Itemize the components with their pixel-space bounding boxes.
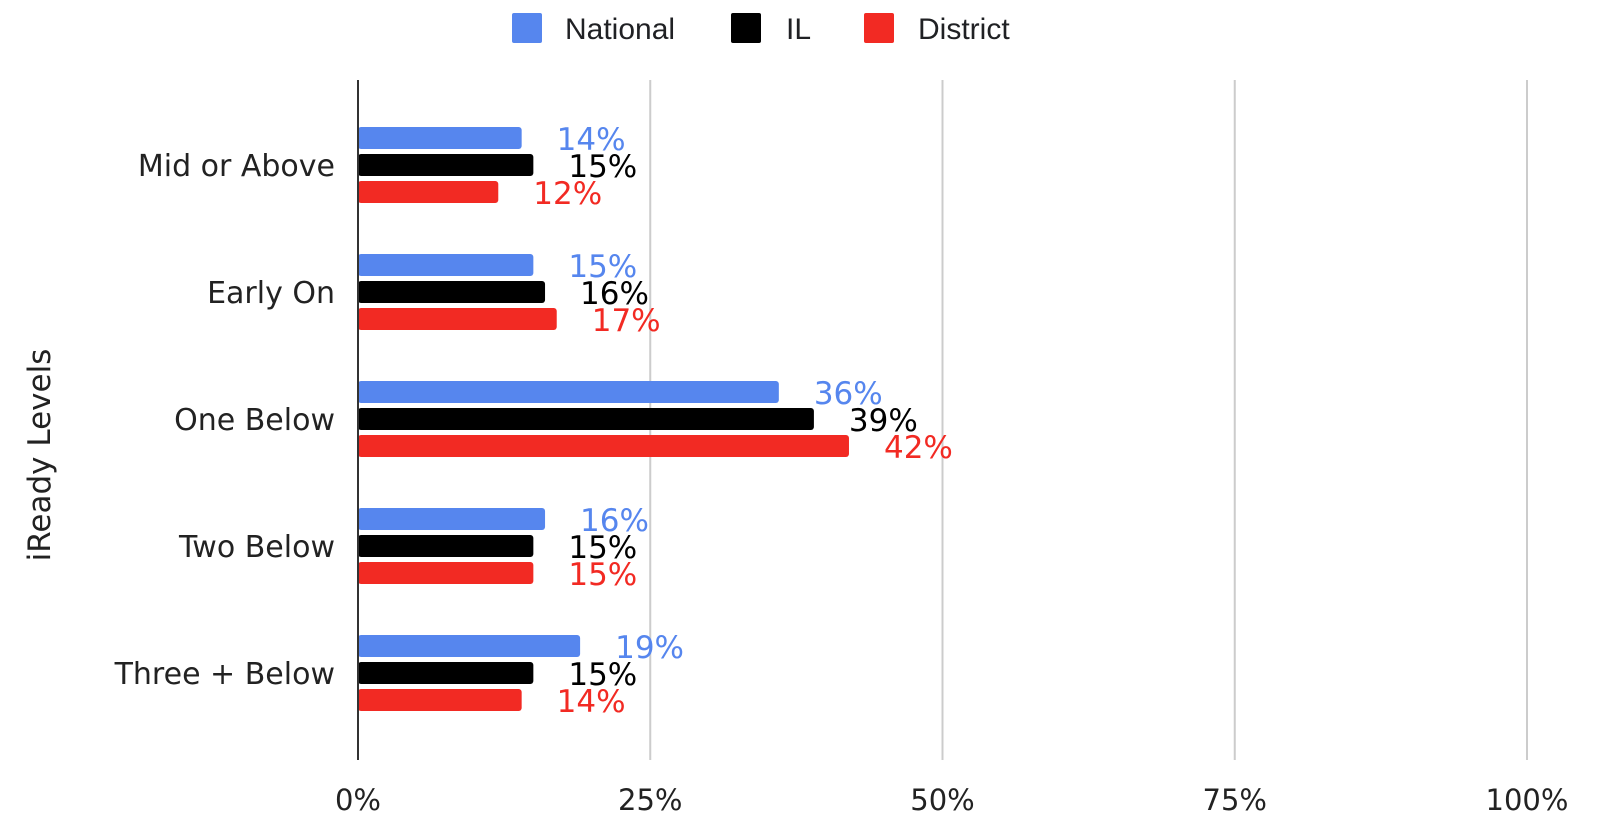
x-tick-label: 50% [910, 783, 974, 817]
legend: National IL District [512, 13, 1010, 46]
bar [358, 635, 581, 657]
data-label: 12% [533, 176, 602, 212]
data-labels: 14%15%36%16%19%15%16%39%15%15%12%17%42%1… [533, 122, 953, 720]
bar [358, 535, 534, 557]
legend-swatch [731, 13, 761, 43]
data-label: 36% [814, 376, 883, 412]
x-tick-label: 100% [1486, 783, 1569, 817]
bar [358, 689, 522, 711]
legend-label: National [565, 13, 675, 46]
data-label: 15% [568, 249, 637, 285]
x-tick-labels: 0% 25% 50% 75% 100% [335, 783, 1568, 817]
data-label: 14% [557, 122, 626, 158]
bars [358, 127, 849, 711]
category-label: Two Below [178, 530, 335, 565]
bar [358, 408, 814, 430]
x-tick-label: 0% [335, 783, 381, 817]
category-label: Mid or Above [138, 149, 335, 184]
bar [358, 308, 557, 330]
data-label: 14% [557, 684, 626, 720]
data-label: 39% [849, 403, 918, 439]
bar [358, 181, 499, 203]
category-label: Early On [207, 276, 335, 311]
legend-label: IL [786, 13, 811, 46]
legend-label: District [918, 13, 1010, 46]
legend-swatch [864, 13, 894, 43]
x-tick-label: 25% [618, 783, 682, 817]
category-label: Three + Below [114, 657, 335, 692]
y-axis-title: iReady Levels [22, 349, 58, 562]
category-label: One Below [174, 403, 335, 438]
data-label: 15% [568, 530, 637, 566]
bar [358, 127, 522, 149]
data-label: 15% [568, 557, 637, 593]
legend-swatch [512, 13, 542, 43]
bar [358, 662, 534, 684]
bar [358, 254, 534, 276]
data-label: 15% [568, 657, 637, 693]
bar [358, 281, 546, 303]
bar [358, 562, 534, 584]
x-tick-label: 75% [1203, 783, 1267, 817]
bar [358, 381, 779, 403]
data-label: 19% [615, 630, 684, 666]
data-label: 15% [568, 149, 637, 185]
bar [358, 435, 849, 457]
data-label: 16% [580, 503, 649, 539]
data-label: 17% [592, 303, 661, 339]
data-label: 16% [580, 276, 649, 312]
bar [358, 508, 546, 530]
bar [358, 154, 534, 176]
data-label: 42% [884, 430, 953, 466]
category-labels: Mid or Above Early On One Below Two Below Th… [114, 149, 335, 692]
